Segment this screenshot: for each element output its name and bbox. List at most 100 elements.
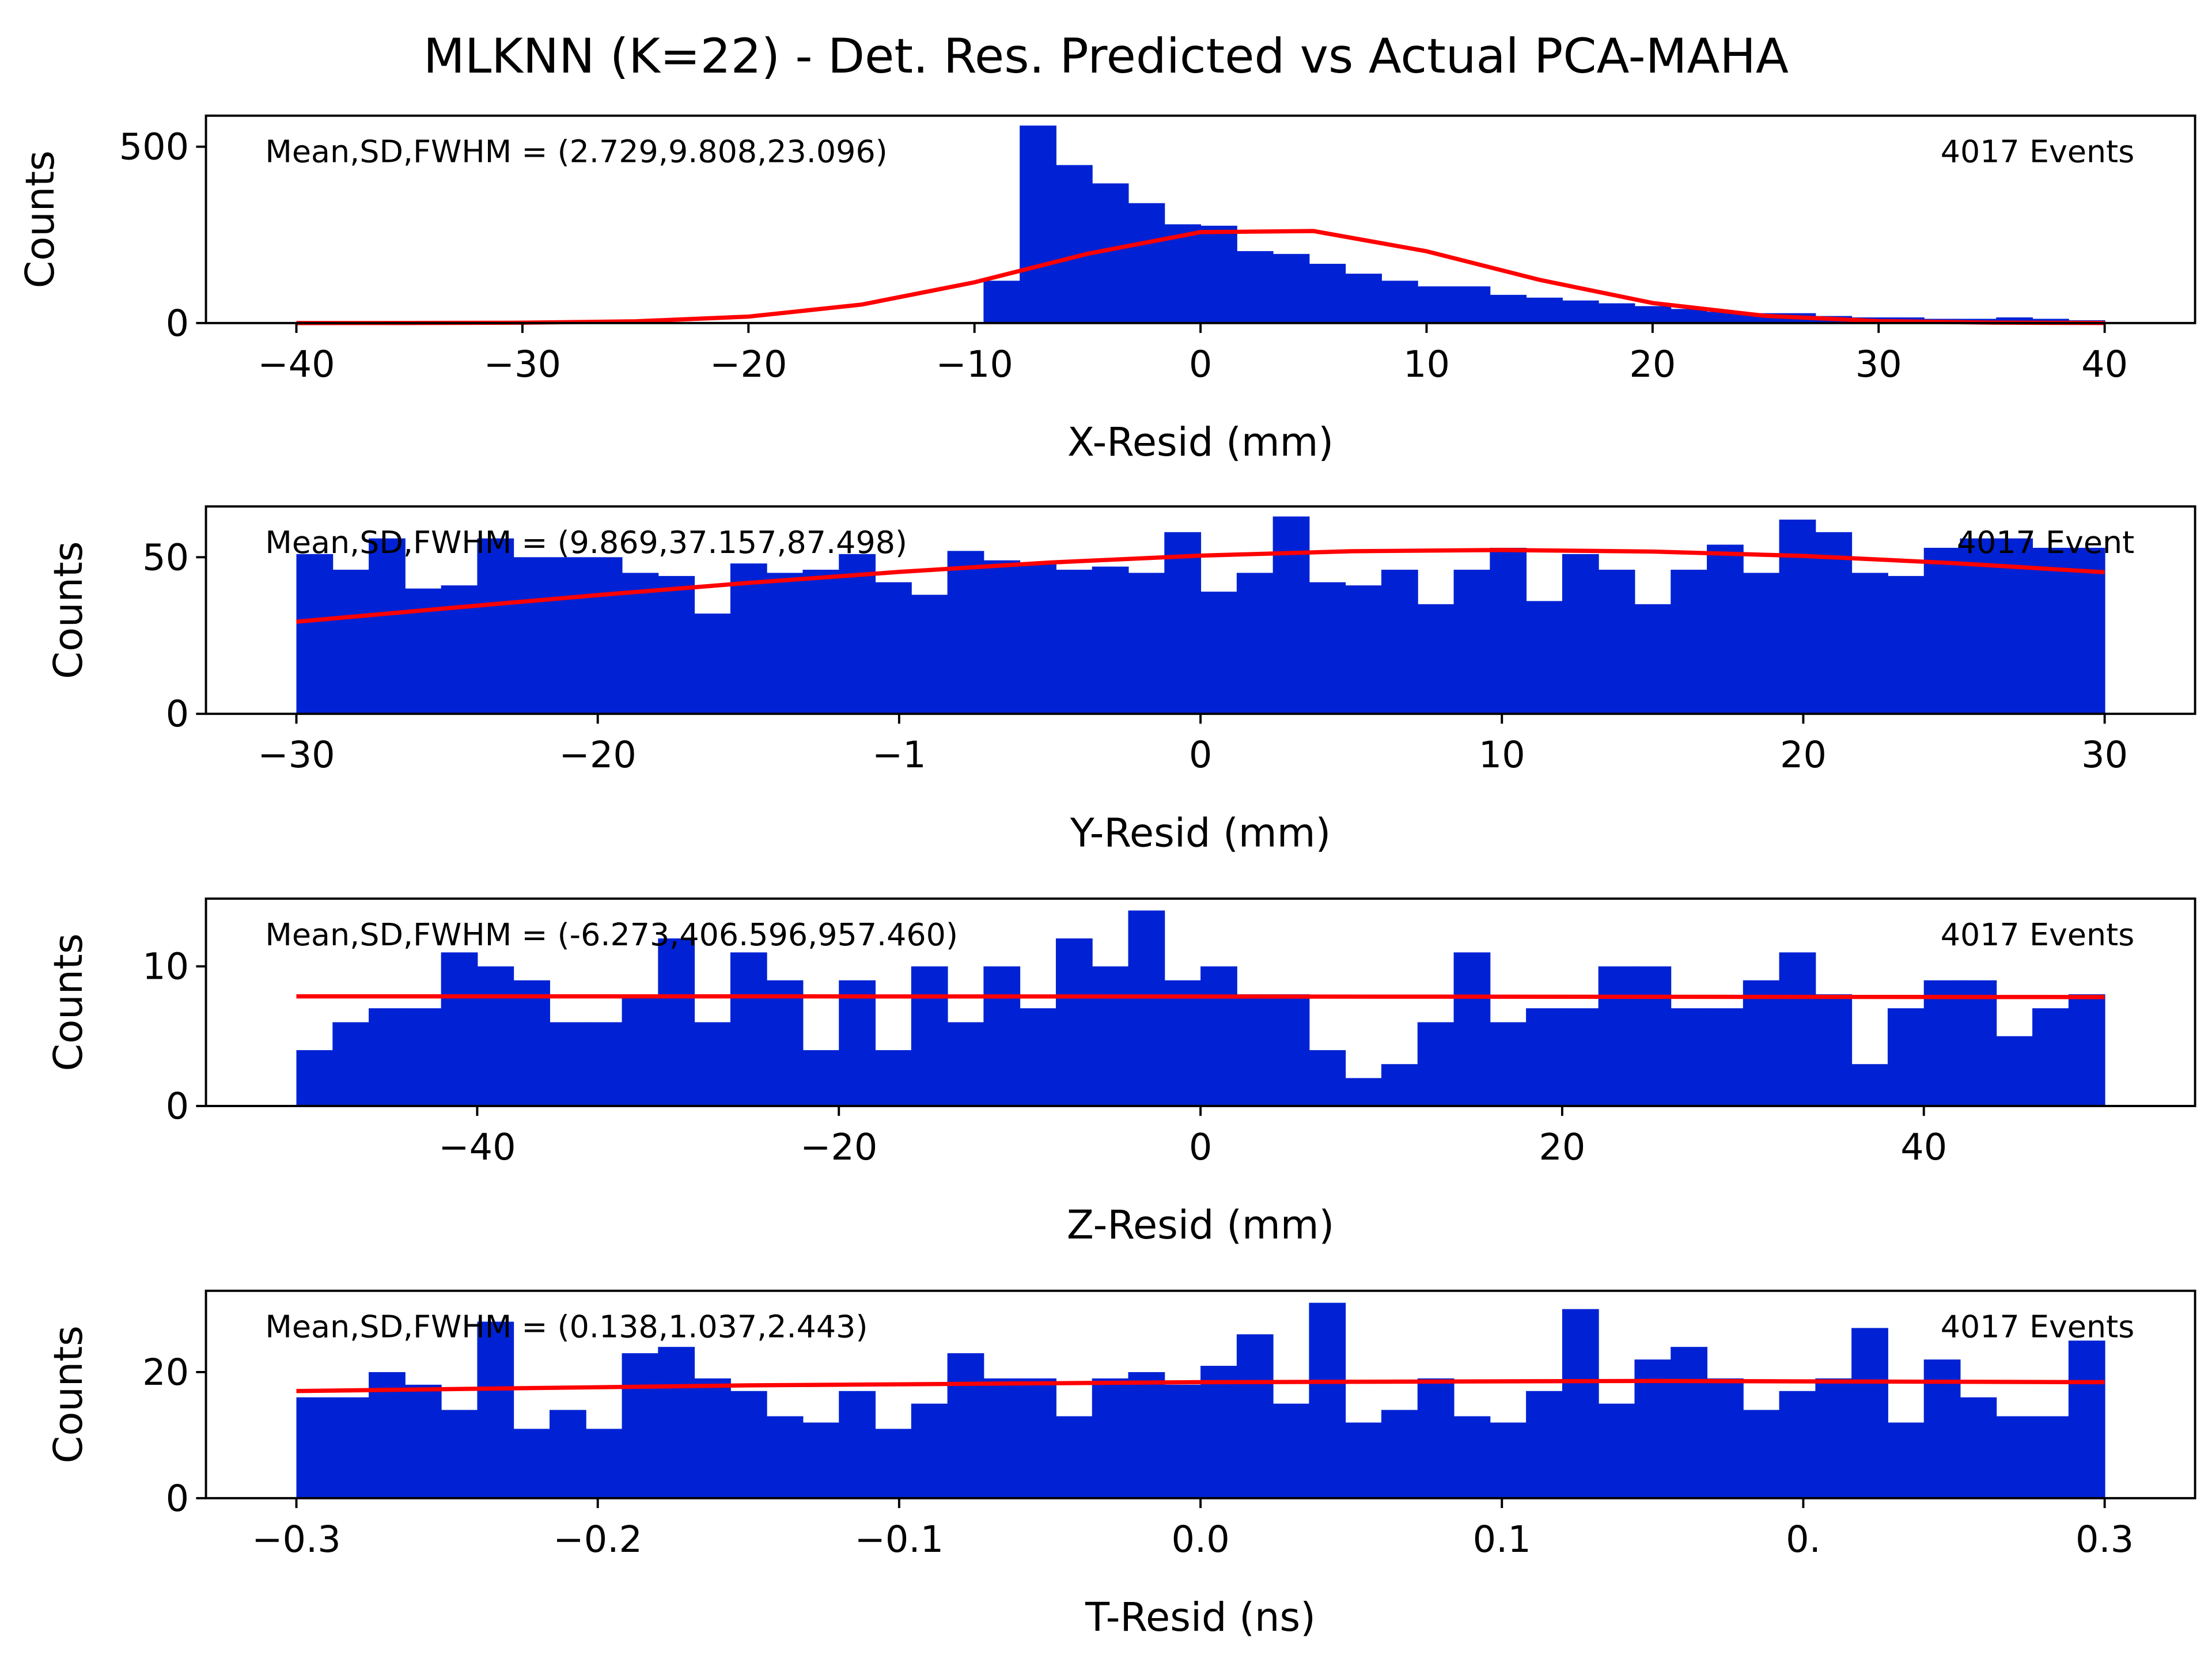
- bar: [1562, 300, 1599, 323]
- bar: [296, 1050, 334, 1106]
- bar: [983, 281, 1021, 323]
- bar: [1851, 1328, 1888, 1498]
- bar: [1345, 1078, 1382, 1106]
- x-tick-label: 20: [1780, 734, 1827, 777]
- bar: [1815, 532, 1853, 714]
- y-tick-label: 500: [119, 126, 190, 169]
- y-axis-label: Counts: [46, 541, 92, 679]
- bar: [296, 554, 334, 714]
- bar: [1345, 585, 1382, 714]
- bar: [1381, 1410, 1418, 1498]
- x-tick-label: 0.: [1786, 1518, 1821, 1561]
- bar: [1598, 570, 1635, 714]
- x-tick-label: 40: [2081, 343, 2128, 386]
- bar: [332, 570, 370, 714]
- x-tick-label: −0.2: [553, 1518, 642, 1561]
- bar: [1236, 994, 1274, 1106]
- bar: [1707, 1378, 1744, 1498]
- figure-title: MLKNN (K=22) - Det. Res. Predicted vs Ac…: [423, 28, 1789, 84]
- bar: [1887, 1008, 1925, 1106]
- bar: [1381, 281, 1418, 323]
- bar: [404, 1008, 442, 1106]
- x-tick-label: 0.0: [1171, 1518, 1229, 1561]
- bar: [1634, 604, 1672, 714]
- bar: [1996, 1036, 2033, 1106]
- bar: [1309, 582, 1346, 714]
- bar: [1562, 554, 1599, 714]
- x-tick-label: −20: [710, 343, 787, 386]
- bar: [1417, 1378, 1455, 1498]
- bar: [1164, 224, 1202, 323]
- bar: [513, 557, 550, 714]
- bar: [1417, 1022, 1455, 1106]
- bar: [694, 613, 731, 714]
- bar: [622, 994, 659, 1106]
- bar: [1490, 547, 1527, 714]
- bar: [658, 1347, 695, 1498]
- bar: [1309, 263, 1346, 323]
- x-tick-label: −1: [872, 734, 926, 777]
- bar: [1743, 980, 1780, 1106]
- bar: [1851, 1064, 1888, 1106]
- bar: [1960, 1397, 1997, 1498]
- bar: [983, 966, 1021, 1106]
- bar: [585, 1022, 623, 1106]
- x-tick-label: −40: [257, 343, 335, 386]
- bar: [2068, 1340, 2105, 1498]
- bar: [1236, 1334, 1274, 1498]
- x-tick-label: 30: [1855, 343, 1902, 386]
- bar: [1200, 1366, 1237, 1498]
- bar: [1526, 601, 1563, 714]
- bar: [1345, 1422, 1382, 1498]
- bar: [875, 1050, 912, 1106]
- events-annotation: 4017 Events: [1941, 1309, 2135, 1345]
- bar: [875, 1429, 912, 1498]
- bar: [1996, 317, 2033, 323]
- bar: [1490, 1022, 1527, 1106]
- bar: [1055, 938, 1093, 1106]
- bar: [1779, 1391, 1816, 1498]
- bar: [1526, 1391, 1563, 1498]
- bar: [2068, 994, 2105, 1106]
- bar: [1923, 980, 1961, 1106]
- x-axis-label: T-Resid (ns): [1085, 1594, 1316, 1641]
- bar: [296, 1397, 334, 1498]
- bar: [2032, 547, 2069, 714]
- x-tick-label: −10: [936, 343, 1013, 386]
- y-tick-label: 50: [142, 536, 189, 579]
- bar: [1815, 1378, 1853, 1498]
- bar: [839, 980, 876, 1106]
- x-axis-label: Z-Resid (mm): [1067, 1202, 1334, 1248]
- bar: [1092, 566, 1129, 714]
- bar: [802, 1422, 840, 1498]
- bar: [1055, 165, 1093, 323]
- bar: [1707, 544, 1744, 714]
- y-tick-label: 0: [166, 1478, 190, 1520]
- bar: [1453, 1416, 1491, 1498]
- x-tick-label: −30: [257, 734, 335, 777]
- bar: [1092, 1378, 1129, 1498]
- x-tick-label: 0: [1189, 343, 1213, 386]
- events-annotation: 4017 Events: [1941, 916, 2135, 953]
- bar: [911, 594, 948, 714]
- bar: [839, 1391, 876, 1498]
- bar: [1345, 274, 1382, 323]
- bar: [441, 952, 478, 1106]
- bar: [2032, 1416, 2069, 1498]
- bar: [369, 538, 406, 714]
- bar: [1128, 573, 1165, 714]
- y-tick-label: 0: [166, 693, 190, 736]
- bar: [1200, 592, 1237, 714]
- stats-annotation: Mean,SD,FWHM = (0.138,1.037,2.443): [265, 1309, 868, 1345]
- y-axis-label: Counts: [17, 150, 63, 288]
- x-tick-label: −0.3: [252, 1518, 341, 1561]
- events-annotation: 4017 Events: [1941, 134, 2135, 170]
- bar: [658, 575, 695, 714]
- stats-annotation: Mean,SD,FWHM = (2.729,9.808,23.096): [265, 134, 887, 170]
- x-axis-label: Y-Resid (mm): [1070, 810, 1331, 856]
- bar: [2068, 547, 2105, 714]
- x-tick-label: 10: [1403, 343, 1450, 386]
- bar: [585, 557, 623, 714]
- bar: [1272, 994, 1310, 1106]
